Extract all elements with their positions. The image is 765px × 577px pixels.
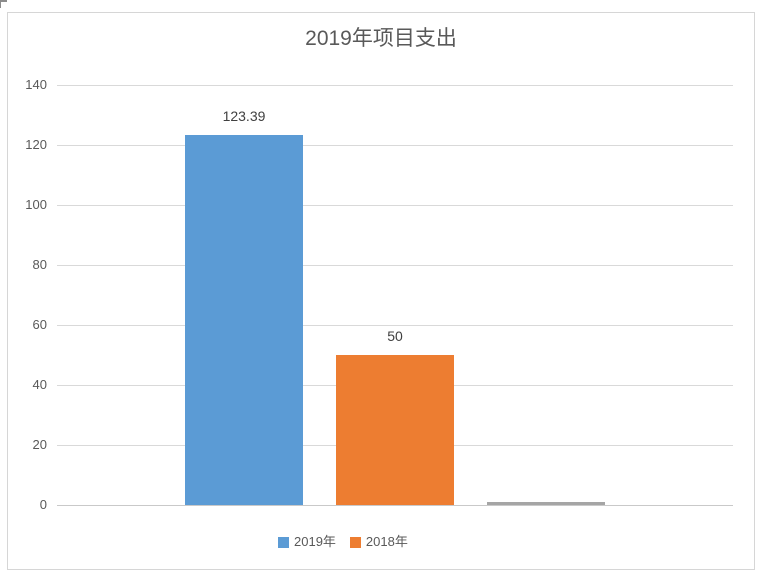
gridline [57, 145, 733, 146]
data-label: 50 [387, 328, 403, 344]
y-axis-tick-label: 20 [32, 437, 47, 452]
y-axis-tick-label: 60 [32, 317, 47, 332]
gridline [57, 205, 733, 206]
cell-border-fragment-vertical [0, 0, 1, 8]
plot-area: 0 20 40 60 80 100 120 140 123.39 50 [8, 13, 754, 569]
x-axis-line [57, 505, 733, 506]
chart-frame: 2019年项目支出 0 20 40 60 80 100 120 140 123.39 50 201… [7, 12, 755, 570]
cell-border-fragment-horizontal [0, 0, 7, 2]
bar-series-1 [336, 355, 454, 505]
y-axis-tick-label: 0 [39, 497, 47, 512]
gridline [57, 85, 733, 86]
bar-series-0 [185, 135, 303, 505]
y-axis-tick-label: 40 [32, 377, 47, 392]
legend: 2019年 2018年 [278, 534, 408, 550]
legend-swatch [278, 536, 289, 548]
data-label: 123.39 [222, 108, 266, 124]
gridline [57, 265, 733, 266]
legend-item: 2019年 [278, 534, 336, 550]
legend-swatch [349, 536, 361, 548]
y-axis-tick-label: 140 [25, 77, 47, 92]
chart-title: 2019年项目支出 [305, 27, 457, 50]
legend-item: 2018年 [349, 534, 408, 550]
legend-label: 2018年 [365, 534, 408, 549]
gridline [57, 325, 733, 326]
bar-series-2 [487, 502, 605, 505]
y-axis-tick-label: 120 [25, 137, 47, 152]
y-axis-tick-label: 80 [32, 257, 47, 272]
legend-label: 2019年 [294, 534, 336, 549]
y-axis-tick-label: 100 [25, 197, 47, 212]
